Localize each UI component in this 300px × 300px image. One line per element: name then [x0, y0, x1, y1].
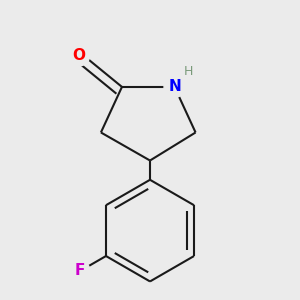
- Circle shape: [69, 45, 90, 66]
- Circle shape: [164, 76, 185, 98]
- Circle shape: [70, 261, 90, 281]
- Text: H: H: [184, 64, 193, 78]
- Circle shape: [181, 63, 196, 79]
- Text: N: N: [168, 80, 181, 94]
- Text: O: O: [73, 48, 86, 63]
- Text: F: F: [75, 263, 86, 278]
